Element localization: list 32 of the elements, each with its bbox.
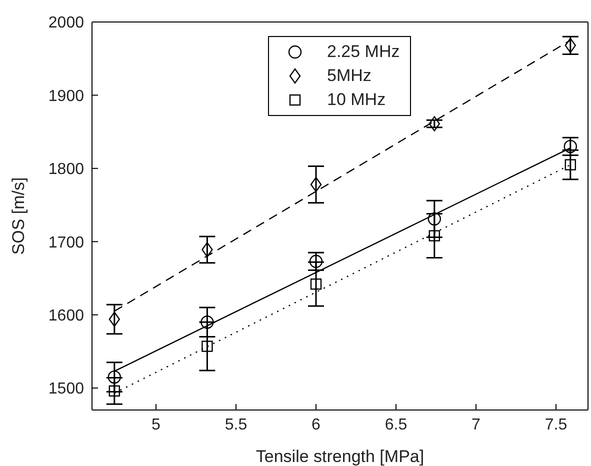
x-tick-label: 5 [152,416,161,434]
x-tick-label: 6 [312,416,321,434]
y-tick-label: 1800 [48,161,84,178]
y-tick-label: 2000 [48,14,84,32]
point [310,278,322,290]
point [428,116,440,132]
legend-label: 10 MHz [327,90,386,110]
point [108,385,120,397]
legend-label: 2.25 MHz [327,42,400,62]
y-tick-label: 1500 [48,380,84,398]
point [108,370,121,384]
x-tick-label: 6.5 [384,416,408,434]
x-axis-title: Tensile strength [MPa] [256,447,424,466]
point [200,316,214,329]
y-tick-label: 1700 [48,234,84,252]
point [428,212,441,226]
y-tick-label: 1900 [48,88,84,105]
point [564,38,576,54]
x-tick-label: 5.5 [224,416,248,434]
x-tick-label: 7.5 [544,416,568,434]
point [428,230,440,242]
point [309,254,323,268]
point [202,340,213,352]
point [202,242,213,258]
point [108,312,120,327]
legend-label: 5MHz [327,66,372,86]
y-tick-label: 1600 [48,308,84,325]
point [564,159,576,170]
point [564,140,577,154]
point [310,176,322,192]
y-axis-title: SOS [m/s] [9,177,28,255]
x-tick-label: 7 [472,416,481,434]
